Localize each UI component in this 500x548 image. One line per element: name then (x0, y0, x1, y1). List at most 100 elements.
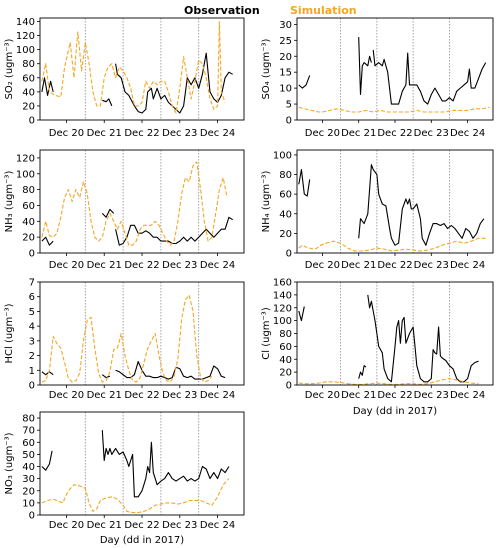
y-tick-label: 3 (29, 336, 35, 347)
y-tick-label: 140 (16, 17, 35, 28)
y-tick-label: 40 (22, 87, 35, 98)
x-tick-label: Dec 21 (87, 128, 122, 139)
x-tick-label: Dec 23 (162, 260, 197, 271)
observation-series-line (102, 98, 113, 107)
y-tick-label: 30 (279, 20, 292, 31)
y-axis-label: NH₃ (ugm⁻³) (4, 171, 15, 233)
x-tick-label: Dec 22 (377, 390, 412, 401)
x-tick-label: Dec 23 (414, 128, 449, 139)
x-tick-label: Dec 20 (49, 128, 84, 139)
observation-series-line (101, 430, 230, 498)
y-tick-label: 120 (16, 31, 35, 42)
y-tick-label: 7 (29, 278, 35, 289)
y-axis-label: NO₃ (ugm⁻³) (4, 432, 15, 494)
y-tick-label: 20 (22, 486, 35, 497)
observation-series-line (367, 294, 479, 383)
x-tick-label: Dec 21 (341, 260, 376, 271)
x-tick-label: Dec 23 (414, 390, 449, 401)
x-tick-label: Dec 20 (49, 260, 84, 271)
observation-series-line (41, 371, 54, 376)
x-tick-label: Dec 22 (377, 260, 412, 271)
observation-series-line (298, 306, 305, 322)
simulation-series-line (41, 161, 228, 246)
y-tick-label: 5 (286, 100, 292, 111)
x-tick-label: Dec 20 (305, 390, 340, 401)
y-tick-label: 40 (22, 217, 35, 228)
observation-series-line (372, 49, 487, 105)
y-axis-label: NH₄ (ugm⁻³) (261, 171, 272, 233)
x-tick-label: Dec 23 (162, 390, 197, 401)
y-tick-label: 0 (286, 381, 292, 392)
y-tick-label: 25 (279, 36, 292, 47)
y-tick-label: 60 (279, 342, 292, 353)
y-tick-label: 15 (279, 68, 292, 79)
y-tick-label: 0 (286, 249, 292, 260)
x-tick-label: Dec 21 (87, 390, 122, 401)
y-tick-label: 20 (279, 368, 292, 379)
x-tick-label: Dec 24 (450, 390, 485, 401)
plot-frame (296, 17, 494, 121)
x-tick-label: Dec 24 (450, 260, 485, 271)
y-tick-label: 40 (279, 355, 292, 366)
y-tick-label: 40 (22, 462, 35, 473)
x-tick-label: Dec 22 (124, 128, 159, 139)
panel-nh3: 0 20 40 60 80 100 120 Dec 20 Dec 21 Dec 22 Dec 23 D… (4, 149, 245, 271)
y-tick-label: 20 (279, 229, 292, 240)
x-tick-label: Dec 23 (162, 520, 197, 531)
y-tick-label: 140 (273, 290, 292, 301)
y-tick-label: 80 (22, 414, 35, 425)
x-tick-label: Dec 21 (341, 390, 376, 401)
x-tick-label: Dec 21 (341, 128, 376, 139)
y-tick-label: 100 (273, 316, 292, 327)
y-tick-label: 60 (22, 438, 35, 449)
x-tick-label: Dec 24 (200, 390, 235, 401)
y-tick-label: 20 (279, 52, 292, 63)
y-tick-label: 80 (279, 170, 292, 181)
x-tick-label: Dec 20 (49, 520, 84, 531)
observation-series-line (298, 75, 311, 89)
observation-series-line (41, 236, 54, 246)
observation-series-line (41, 77, 54, 96)
x-tick-label: Dec 20 (305, 128, 340, 139)
y-tick-label: 10 (279, 84, 292, 95)
observation-series-line (41, 450, 53, 471)
x-tick-label: Dec 21 (87, 520, 122, 531)
y-tick-label: 20 (22, 233, 35, 244)
y-tick-label: 80 (279, 329, 292, 340)
y-tick-label: 0 (29, 249, 35, 260)
x-tick-label: Dec 21 (87, 260, 122, 271)
panel-nh4: 0 20 40 60 80 100 Dec 20 Dec 21 Dec 22 Dec 23 Dec … (261, 149, 494, 271)
y-tick-label: 1 (29, 366, 35, 377)
y-tick-label: 6 (29, 292, 35, 303)
simulation-series-line (298, 237, 486, 252)
x-tick-label: Dec 24 (200, 520, 235, 531)
y-tick-label: 4 (29, 322, 35, 333)
y-axis-label: HCl (ugm⁻³) (4, 303, 15, 363)
simulation-series-line (298, 106, 490, 113)
legend-observation: Observation (184, 4, 260, 17)
x-tick-label: Dec 24 (200, 128, 235, 139)
y-tick-label: 100 (273, 150, 292, 161)
legend-simulation: Simulation (290, 4, 357, 17)
observation-series-line (298, 169, 311, 197)
y-tick-label: 50 (22, 450, 35, 461)
y-tick-label: 0 (29, 116, 35, 127)
y-tick-label: 30 (22, 474, 35, 485)
y-tick-label: 0 (29, 511, 35, 522)
observation-series-line (358, 365, 367, 379)
y-axis-label: Cl (ugm⁻³) (261, 307, 272, 360)
x-axis-label: Day (dd in 2017) (353, 406, 437, 417)
simulation-series-line (41, 478, 230, 514)
y-tick-label: 120 (16, 153, 35, 164)
y-tick-label: 160 (273, 278, 292, 289)
y-tick-label: 40 (279, 209, 292, 220)
observation-series-line (115, 52, 233, 114)
x-tick-label: Dec 24 (450, 128, 485, 139)
plot-frame (39, 411, 245, 516)
plot-frame (296, 281, 494, 386)
y-tick-label: 0 (29, 381, 35, 392)
observation-series-line (358, 37, 372, 96)
